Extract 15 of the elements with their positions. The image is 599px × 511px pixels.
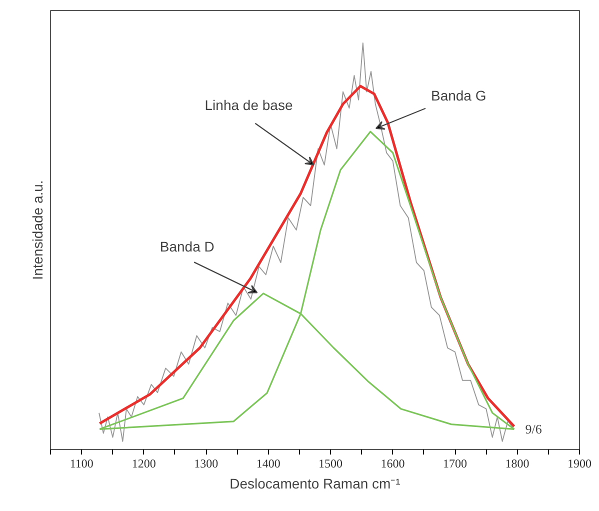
x-tick-label: 1400 — [256, 456, 280, 470]
x-tick-label: 1700 — [443, 456, 468, 470]
y-axis-title: Intensidade a.u. — [30, 180, 46, 280]
x-tick-label: 1300 — [194, 456, 218, 470]
x-tick-label: 1500 — [318, 456, 343, 470]
x-tick-label: 1900 — [568, 456, 592, 470]
x-tick-label: 1200 — [132, 456, 156, 470]
annotation: Banda G — [430, 87, 486, 104]
x-axis-title: Deslocamento Raman cm⁻¹ — [230, 476, 401, 492]
annotation: Linha de base — [204, 96, 293, 113]
annotation: Banda D — [160, 238, 214, 255]
annotation: 9/6 — [525, 422, 542, 437]
x-tick-label: 1600 — [380, 456, 405, 470]
x-tick-label: 1100 — [70, 456, 94, 470]
x-tick-label: 1800 — [505, 456, 530, 470]
